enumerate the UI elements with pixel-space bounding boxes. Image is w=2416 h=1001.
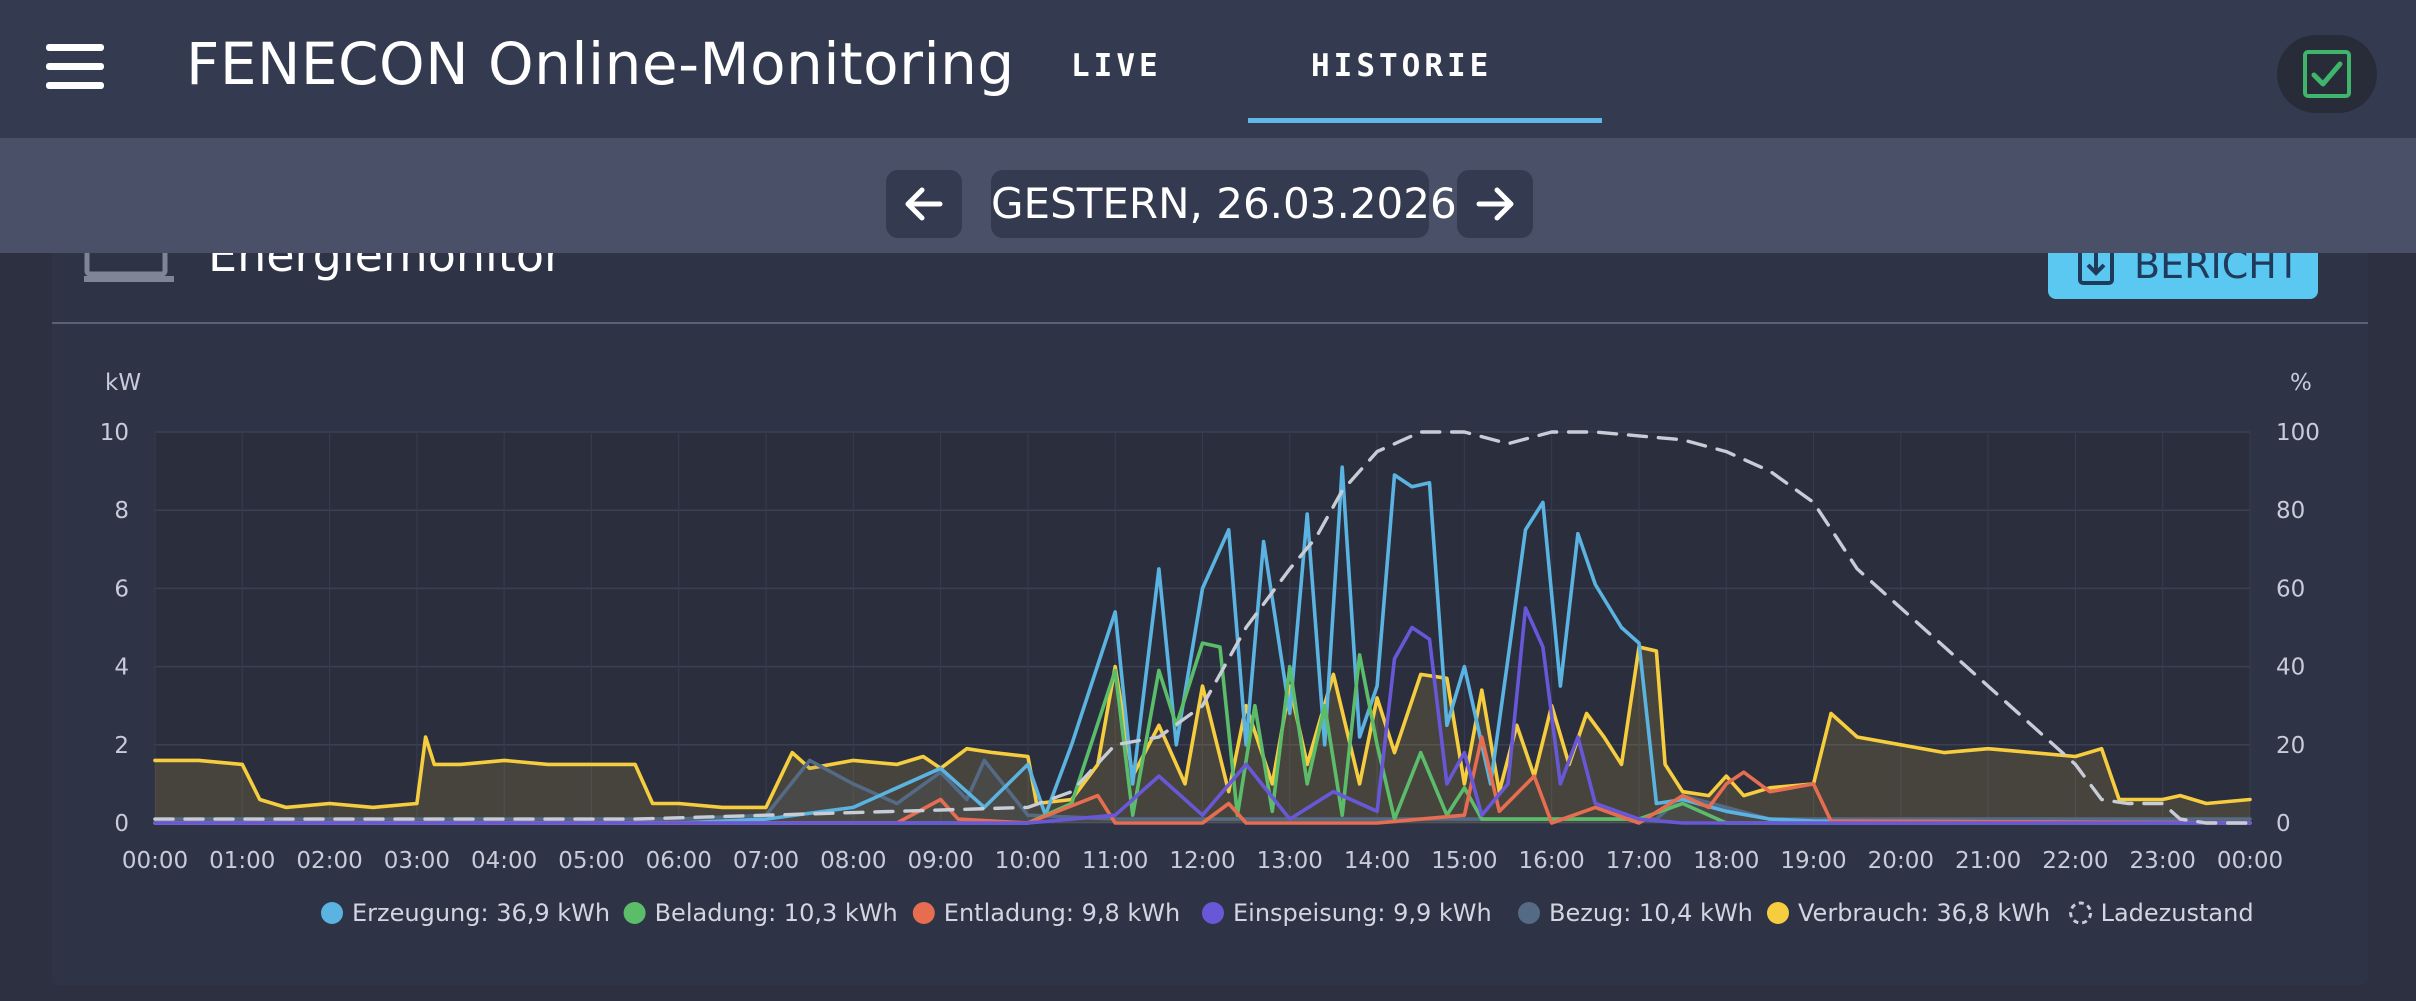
legend-label-bezug: Bezug: 10,4 kWh [1549, 899, 1753, 927]
series-line-erzeugung [153, 465, 2252, 825]
x-tick-label: 04:00 [471, 848, 537, 874]
x-tick-label: 01:00 [209, 848, 275, 874]
date-navigation-bar: GESTERN, 26.03.2026 [0, 138, 2416, 253]
legend-marker-einspeisung [1202, 902, 1224, 924]
arrow-right-icon [1476, 187, 1514, 221]
y-right-tick-label: 80 [2276, 498, 2305, 524]
x-tick-label: 19:00 [1780, 848, 1846, 874]
date-label[interactable]: GESTERN, 26.03.2026 [991, 170, 1457, 238]
legend-marker-bezug [1518, 902, 1540, 924]
x-tick-label: 09:00 [907, 848, 973, 874]
x-tick-label: 10:00 [995, 848, 1061, 874]
legend-marker-beladung [623, 902, 646, 924]
y-right-tick-label: 60 [2276, 576, 2305, 602]
legend-label-verbrauch: Verbrauch: 36,8 kWh [1798, 899, 2050, 927]
x-tick-label: 22:00 [2042, 848, 2108, 874]
y-left-tick-label: 10 [100, 420, 129, 446]
x-tick-label: 14:00 [1344, 848, 1410, 874]
x-tick-label: 18:00 [1693, 848, 1759, 874]
legend-label-erzeugung: Erzeugung: 36,9 kWh [352, 899, 610, 927]
series-area-verbrauch [155, 647, 2250, 823]
x-tick-label: 00:00 [122, 848, 188, 874]
x-tick-label: 15:00 [1431, 848, 1497, 874]
x-tick-label: 02:00 [296, 848, 362, 874]
x-tick-label: 08:00 [820, 848, 886, 874]
series-line-beladung [153, 641, 2252, 825]
y-right-unit-label: % [2290, 370, 2312, 396]
x-tick-label: 00:00 [2217, 848, 2283, 874]
y-left-tick-label: 4 [114, 655, 129, 681]
tab-live[interactable]: LIVE [1071, 48, 1162, 84]
hamburger-menu-icon[interactable] [46, 44, 104, 90]
active-tab-indicator [1248, 118, 1602, 123]
x-tick-label: 20:00 [1868, 848, 1934, 874]
series-line-entladung [153, 735, 2252, 825]
y-right-tick-label: 100 [2276, 420, 2320, 446]
x-tick-label: 05:00 [558, 848, 624, 874]
legend-label-entladung: Entladung: 9,8 kWh [944, 899, 1180, 927]
x-tick-label: 03:00 [384, 848, 450, 874]
series-line-bezug [153, 758, 2252, 821]
y-right-tick-label: 40 [2276, 655, 2305, 681]
y-right-tick-label: 0 [2276, 811, 2291, 837]
x-tick-label: 21:00 [1955, 848, 2021, 874]
arrow-left-icon [905, 187, 943, 221]
tab-historie[interactable]: HISTORIE [1311, 48, 1493, 84]
x-tick-label: 11:00 [1082, 848, 1148, 874]
top-bar: FENECON Online-Monitoring LIVE HISTORIE [0, 0, 2416, 138]
previous-day-button[interactable] [886, 170, 962, 238]
x-tick-label: 23:00 [2130, 848, 2196, 874]
legend-marker-ladezustand [2069, 901, 2093, 925]
app-title: FENECON Online-Monitoring [186, 30, 1015, 98]
legend-marker-erzeugung [321, 902, 343, 924]
legend-marker-entladung [912, 902, 935, 924]
next-day-button[interactable] [1457, 170, 1533, 238]
x-tick-label: 12:00 [1169, 848, 1235, 874]
y-left-tick-label: 2 [114, 733, 129, 759]
legend-marker-verbrauch [1767, 902, 1789, 924]
y-right-tick-label: 20 [2276, 733, 2305, 759]
x-tick-label: 13:00 [1257, 848, 1323, 874]
y-left-tick-label: 8 [114, 498, 129, 524]
legend-label-einspeisung: Einspeisung: 9,9 kWh [1233, 899, 1492, 927]
legend-label-ladezustand: Ladezustand [2101, 899, 2254, 927]
legend-label-beladung: Beladung: 10,3 kWh [655, 899, 898, 927]
series-line-einspeisung [153, 606, 2252, 825]
x-tick-label: 17:00 [1606, 848, 1672, 874]
system-status-button[interactable] [2277, 35, 2377, 113]
card-divider [52, 322, 2368, 324]
x-tick-label: 16:00 [1519, 848, 1585, 874]
series-line-ladezustand [153, 430, 2252, 825]
y-left-unit-label: kW [105, 370, 141, 396]
checkbox-checked-icon [2303, 50, 2351, 98]
y-left-tick-label: 0 [114, 811, 129, 837]
y-left-tick-label: 6 [114, 576, 129, 602]
x-tick-label: 06:00 [646, 848, 712, 874]
x-tick-label: 07:00 [733, 848, 799, 874]
